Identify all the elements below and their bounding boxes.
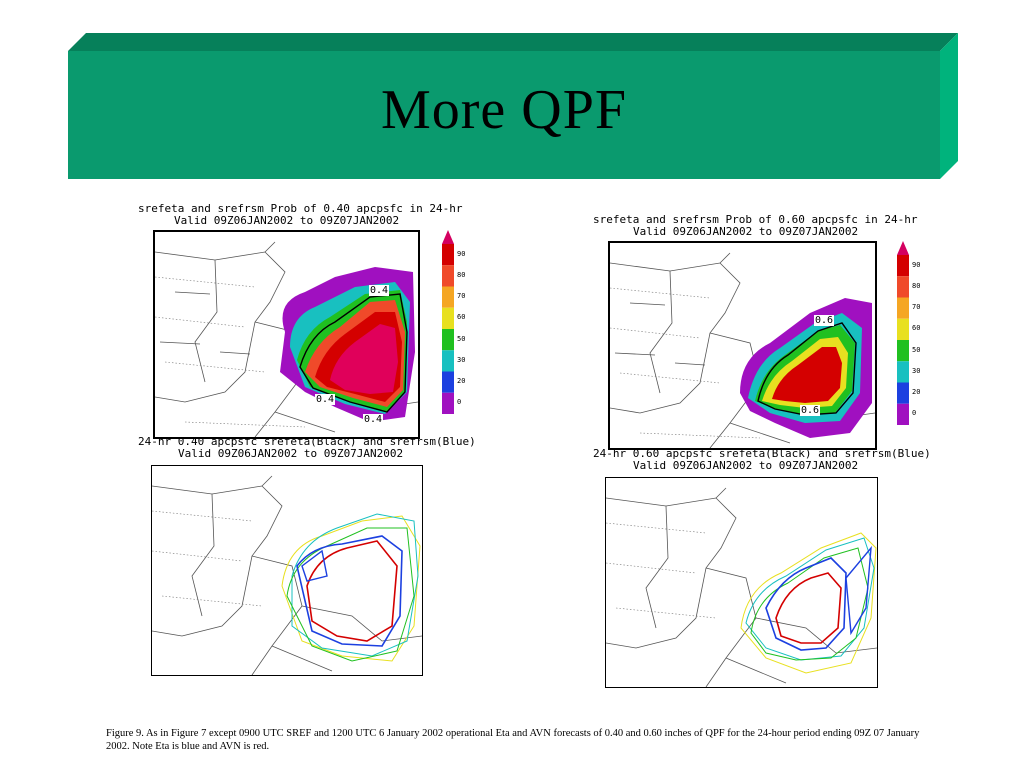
colorbar-swatch <box>897 382 909 404</box>
colorbar-tick-label: 90 <box>912 260 921 269</box>
colorbar-swatch <box>897 361 909 383</box>
colorbar-tick-label: 70 <box>912 303 921 312</box>
colorbar-tick-label: 30 <box>457 355 466 364</box>
colorbar-swatch <box>897 340 909 362</box>
map-title-line1: 24-hr 0.40 apcpsfc srefeta(Black) and sr… <box>138 435 476 448</box>
ensemble-contours <box>281 513 421 662</box>
prob-fill-magenta <box>330 324 398 394</box>
banner-side-face <box>940 33 958 179</box>
colorbar-swatch <box>897 297 909 319</box>
prob-040-map: 0.4 0.4 0.4 <box>153 230 420 439</box>
contour-label: 0.4 <box>363 414 384 425</box>
map-title-line2: Valid 09Z06JAN2002 to 09Z07JAN2002 <box>633 225 859 238</box>
colorbar-swatch <box>442 244 454 266</box>
colorbar-swatch <box>897 403 909 425</box>
map-title-line2: Valid 09Z06JAN2002 to 09Z07JAN2002 <box>178 447 404 460</box>
colorbar-tick-label: 60 <box>457 313 466 322</box>
colorbar-swatch <box>442 392 454 414</box>
prob-fill-red <box>772 347 842 403</box>
slide-title: More QPF <box>380 79 628 141</box>
contour-label: 0.4 <box>369 285 390 296</box>
map-title-line1: 24-hr 0.60 apcpsfc srefeta(Black) and sr… <box>593 447 931 460</box>
banner-front-face <box>68 51 940 179</box>
colorbar-swatch <box>442 350 454 372</box>
contour-line-040 <box>299 293 408 413</box>
colorbar-tick-label: 90 <box>457 249 466 258</box>
map-title-line2: Valid 09Z06JAN2002 to 09Z07JAN2002 <box>174 214 400 227</box>
ensemble-contours <box>740 532 877 674</box>
map-title-line1: srefeta and srefrsm Prob of 0.60 apcpsfc… <box>593 213 918 226</box>
qpf-040-map-drawing <box>152 475 422 675</box>
prob-040-map-drawing <box>155 241 418 437</box>
figure-caption: Figure 9. As in Figure 7 except 0900 UTC… <box>106 728 920 752</box>
qpf-060-map-drawing <box>606 487 877 687</box>
colorbar-tick-label: 50 <box>457 334 466 343</box>
dotted-state-lines <box>610 287 761 439</box>
colorbar-tip <box>442 230 454 244</box>
colorbar-tick-label: 30 <box>912 366 921 375</box>
colorbar-swatch <box>442 307 454 329</box>
dotted-state-lines <box>152 510 263 607</box>
prob-060-map: 0.6 0.6 <box>608 241 877 450</box>
banner-top-face <box>68 33 958 51</box>
colorbar-prob-040: 90 80 70 60 50 30 20 0 <box>441 230 471 420</box>
colorbar-tip <box>897 241 909 255</box>
map-title-line1: srefeta and srefrsm Prob of 0.40 apcpsfc… <box>138 202 463 215</box>
map-title-prob-040: srefeta and srefrsm Prob of 0.40 apcpsfc… <box>138 203 463 227</box>
contour-label: 0.6 <box>814 315 835 326</box>
colorbar-swatches <box>442 230 454 414</box>
qpf-060-map <box>605 477 878 688</box>
dotted-state-lines <box>606 522 717 619</box>
colorbar-tick-label: 70 <box>457 292 466 301</box>
colorbar-swatch <box>442 329 454 351</box>
map-title-qpf-040: 24-hr 0.40 apcpsfc srefeta(Black) and sr… <box>138 436 476 460</box>
map-title-prob-060: srefeta and srefrsm Prob of 0.60 apcpsfc… <box>593 214 918 238</box>
colorbar-swatch <box>897 276 909 298</box>
colorbar-swatch <box>442 265 454 287</box>
map-title-line2: Valid 09Z06JAN2002 to 09Z07JAN2002 <box>633 459 859 472</box>
colorbar-tick-label: 0 <box>912 409 917 418</box>
colorbar-swatches <box>897 241 909 425</box>
colorbar-tick-label: 50 <box>912 345 921 354</box>
title-banner <box>68 33 958 179</box>
contour-label: 0.4 <box>315 394 336 405</box>
dotted-state-lines <box>155 276 306 428</box>
colorbar-swatch <box>442 371 454 393</box>
colorbar-swatch <box>897 255 909 277</box>
colorbar-tick-label: 80 <box>912 281 921 290</box>
colorbar-tick-label: 0 <box>457 398 462 407</box>
probability-fill <box>280 267 415 422</box>
qpf-040-map <box>151 465 423 676</box>
geographic-outlines <box>152 475 422 675</box>
contour-label: 0.6 <box>800 405 821 416</box>
colorbar-tick-label: 80 <box>457 270 466 279</box>
probability-fill <box>740 298 872 438</box>
geographic-outlines <box>606 487 877 687</box>
colorbar-tick-label: 20 <box>457 377 466 386</box>
prob-060-map-drawing <box>610 252 875 448</box>
contour-line-060 <box>757 322 857 416</box>
colorbar-prob-060: 90 80 70 60 50 30 20 0 <box>896 241 926 431</box>
map-title-qpf-060: 24-hr 0.60 apcpsfc srefeta(Black) and sr… <box>593 448 931 472</box>
colorbar-tick-label: 20 <box>912 388 921 397</box>
colorbar-swatch <box>897 318 909 340</box>
colorbar-swatch <box>442 286 454 308</box>
colorbar-tick-label: 60 <box>912 324 921 333</box>
